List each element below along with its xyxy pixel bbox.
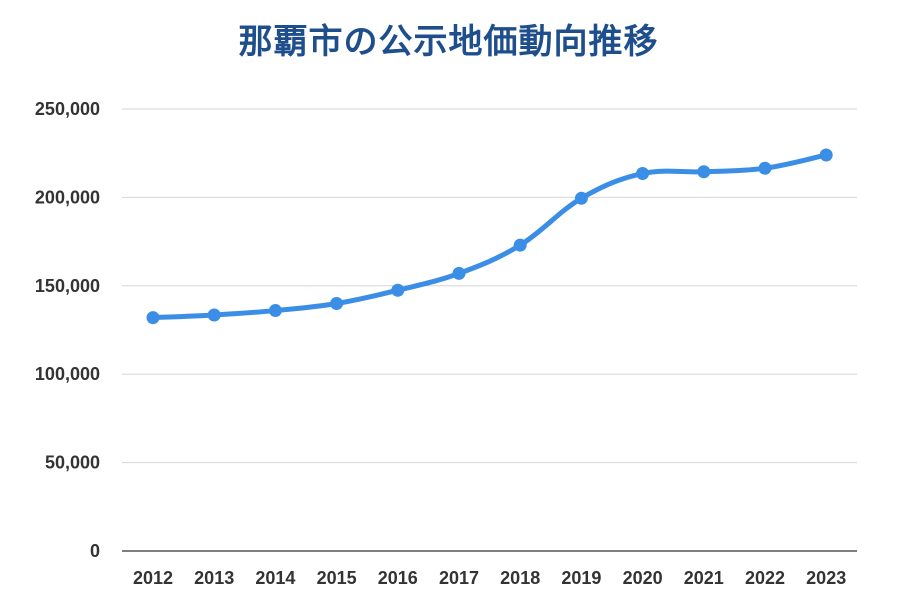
y-tick-label: 0	[90, 541, 100, 561]
data-point	[330, 297, 343, 310]
x-tick-label: 2013	[194, 568, 234, 588]
x-tick-label: 2015	[317, 568, 357, 588]
series-points	[147, 148, 833, 324]
x-tick-label: 2018	[500, 568, 540, 588]
data-point	[759, 162, 772, 175]
x-tick-label: 2017	[439, 568, 479, 588]
x-tick-label: 2019	[561, 568, 601, 588]
gridlines	[122, 109, 857, 551]
y-tick-label: 50,000	[45, 453, 100, 473]
x-tick-label: 2020	[623, 568, 663, 588]
x-tick-label: 2012	[133, 568, 173, 588]
data-point	[697, 165, 710, 178]
data-point	[636, 167, 649, 180]
data-point	[208, 308, 221, 321]
data-point	[391, 284, 404, 297]
data-point	[514, 239, 527, 252]
x-tick-label: 2014	[255, 568, 295, 588]
y-axis-labels: 0 50,000 100,000 150,000 200,000 250,000	[35, 99, 100, 561]
series-line-path	[153, 155, 826, 318]
y-tick-label: 100,000	[35, 364, 100, 384]
x-tick-label: 2022	[745, 568, 785, 588]
data-point	[820, 148, 833, 161]
series-line	[153, 155, 826, 318]
x-tick-label: 2016	[378, 568, 418, 588]
x-axis-labels: 2012 2013 2014 2015 2016 2017 2018 2019 2020 2021…	[133, 568, 846, 588]
y-tick-label: 150,000	[35, 276, 100, 296]
y-tick-label: 250,000	[35, 99, 100, 119]
data-point	[147, 311, 160, 324]
data-point	[453, 267, 466, 280]
y-tick-label: 200,000	[35, 187, 100, 207]
x-tick-label: 2021	[684, 568, 724, 588]
data-point	[575, 192, 588, 205]
x-tick-label: 2023	[806, 568, 846, 588]
data-point	[269, 304, 282, 317]
